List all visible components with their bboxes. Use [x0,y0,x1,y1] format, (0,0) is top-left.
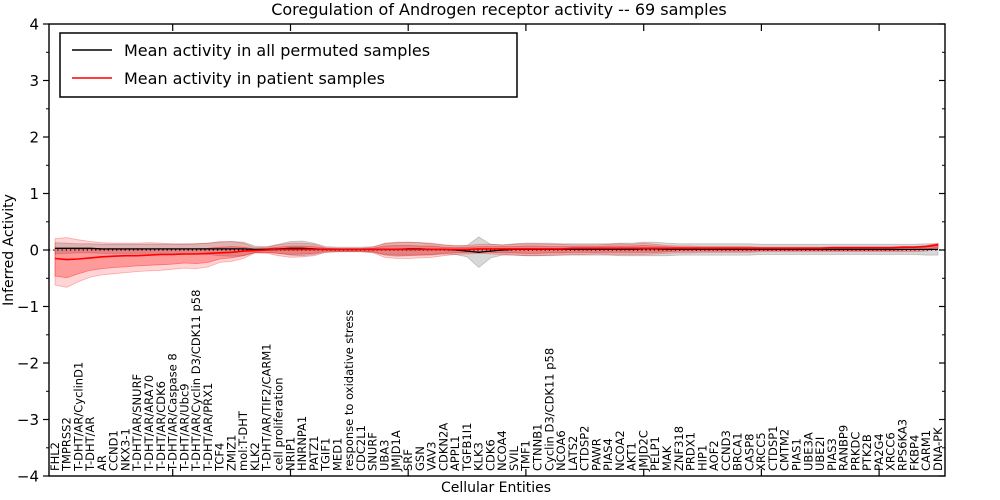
x-tick-label: KLK2 [248,442,262,471]
x-tick-label: T-DHT/AR/Ubc9 [177,383,191,472]
x-tick-label: PTK2B [860,434,874,471]
x-tick-label: MAK [660,445,674,471]
x-tick-label: response to oxidative stress [342,310,356,471]
legend-box [59,32,518,98]
x-tick-label: LATS2 [566,436,580,471]
x-tick-label: DNA-PK [931,427,945,471]
chart-title: Coregulation of Androgen receptor activi… [271,0,727,19]
x-tick-label: ZMIZ1 [224,435,238,471]
x-tick-label: NRIP1 [283,437,297,471]
permuted-samples-std-band [54,236,939,269]
x-tick-label: RPS6KA3 [896,419,910,471]
x-tick-label: SNURF [366,432,380,471]
x-tick-label: CTDSP2 [578,426,592,471]
x-tick-label: CDKN2A [436,423,450,471]
x-tick-label: CDK6 [483,439,497,471]
legend-label-patient: Mean activity in patient samples [124,69,385,88]
x-tick-label: JMJD1A [389,430,403,472]
x-tick-label: ZNF318 [672,426,686,471]
y-tick-label: 2 [29,128,39,146]
x-tick-label: AR [95,455,109,471]
x-tick-label: VAV3 [425,442,439,471]
x-tick-label: PATZ1 [307,436,321,471]
x-tick-label: T-DHT/AR/CDK6 [154,381,168,472]
x-tick-label: T-DHT/AR/TIF2/CARM1 [260,343,274,472]
x-tick-label: PIAS4 [601,438,615,471]
x-tick-label: T-DHT/AR/SNURF [130,374,144,472]
x-tick-label: HIP1 [695,445,709,471]
y-tick-label: −3 [17,411,39,429]
x-tick-label: NCOA6 [554,430,568,471]
x-tick-label: Cyclin D3/CDK11 p58 [542,348,556,471]
x-tick-label: TCF4 [213,443,227,472]
x-tick-label: CTNNB1 [531,424,545,471]
x-tick-label: T-DHT/AR/CyclinD1 [71,362,85,472]
y-tick-label: −4 [17,467,39,485]
x-tick-label: TMPRSS2 [60,417,74,472]
legend: Mean activity in all permuted samples Me… [59,32,518,98]
x-tick-label: GSN [413,446,427,471]
x-tick-label: UBA3 [378,440,392,472]
x-tick-label: AOF2 [707,440,721,471]
x-tick-label: PAWR [589,438,603,471]
x-tick-label: NCOA4 [495,430,509,471]
y-tick-label: 0 [29,241,39,259]
x-tick-label: XRCC6 [884,432,898,471]
x-tick-label: PELP1 [648,436,662,471]
x-tick-label: mol:T-DHT [236,410,250,471]
x-tick-label: PA2G4 [872,433,886,471]
y-axis-label: Inferred Activity [1,194,17,306]
plot-area: 4 3 2 1 0 −1 −2 −3 −4 FHL2TMPRSS2T-DHT/AR/CyclinD… [17,15,946,485]
x-tick-label: PRDX1 [684,432,698,471]
y-tick-label: 4 [29,15,39,33]
y-tick-label: 1 [29,185,39,203]
x-tick-label: TGIF1 [319,438,333,472]
x-tick-label: T-DHT/AR/Cyclin D3/CDK11 p58 [189,290,203,472]
legend-label-permuted: Mean activity in all permuted samples [124,41,430,60]
x-tick-label: TGFB1I1 [460,423,474,472]
y-tick-label: 3 [29,72,39,90]
x-tick-label: UBE2I [813,437,827,471]
y-tick-label: −2 [17,354,39,372]
series-line-0 [55,247,938,253]
x-axis-label: Cellular Entities [441,480,551,496]
x-tick-label: CARM1 [919,430,933,471]
x-tick-label: MED1 [330,438,344,471]
x-tick-label: UBE3A [801,432,815,471]
x-tick-label: JMJD2C [637,430,651,472]
x-tick-label: CDC2L1 [354,425,368,471]
x-tick-label: FKBP4 [907,435,921,471]
x-tick-label: KLK3 [472,442,486,471]
x-tick-label: SRF [401,449,415,471]
x-tick-label: APPL1 [448,436,462,471]
x-tick-label: NKX3-1 [118,428,132,471]
x-tick-label: PIAS3 [825,438,839,471]
x-tick-label: RANBP9 [837,425,851,471]
x-tick-label: CCND3 [719,430,733,471]
x-tick-label: HNRNPA1 [295,416,309,471]
x-tick-label: CTDSP1 [766,426,780,471]
x-tick-label: PRKDC [848,432,862,471]
x-tick-label: NCOA2 [613,430,627,471]
y-tick-label: −1 [17,298,39,316]
x-tick-label: FHL2 [48,442,62,471]
x-tick-label: XRCC5 [754,432,768,471]
x-tick-label: CMTM2 [778,429,792,471]
x-tick-label: CASP8 [742,434,756,471]
x-tick-label: PIAS1 [790,438,804,471]
x-tick-label: cell proliferation [272,377,286,471]
x-tick-label: T-DHT/AR/PRX1 [201,383,215,472]
series-line-1 [54,244,939,261]
x-tick-label: CCND1 [107,430,121,471]
x-tick-label: T-DHT/AR/Caspase 8 [166,353,180,472]
x-tick-label: TMF1 [519,440,533,472]
x-tick-label: T-DHT/AR [83,417,97,472]
x-tick-label: T-DHT/AR/ARA70 [142,375,156,472]
x-tick-label: BRCA1 [731,432,745,471]
x-tick-label: AKT1 [625,442,639,471]
x-tick-label: SVIL [507,445,521,471]
